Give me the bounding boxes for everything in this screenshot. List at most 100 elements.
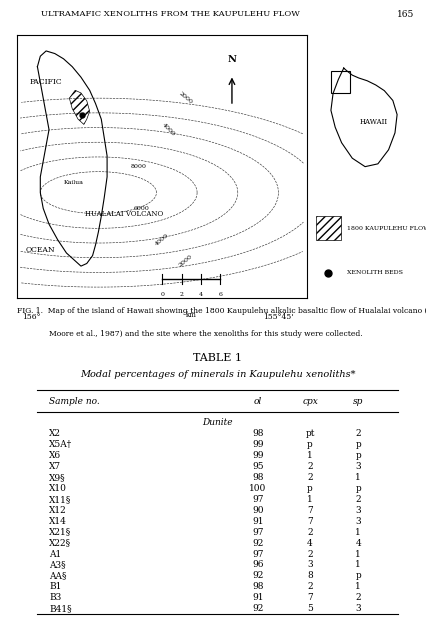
- Text: 1800 KAUPULEHU FLOW: 1800 KAUPULEHU FLOW: [346, 226, 426, 230]
- Text: 91: 91: [252, 516, 263, 525]
- Text: 91: 91: [252, 593, 263, 602]
- Text: 1: 1: [306, 451, 312, 460]
- Text: X22§: X22§: [49, 538, 71, 548]
- Text: 2: 2: [354, 593, 360, 602]
- Text: 2: 2: [354, 495, 360, 504]
- Text: X12: X12: [49, 506, 67, 515]
- Text: 97: 97: [252, 495, 263, 504]
- Text: 98: 98: [252, 473, 263, 482]
- Text: AA§: AA§: [49, 572, 66, 580]
- Text: XENOLITH BEDS: XENOLITH BEDS: [346, 270, 402, 275]
- Text: 4: 4: [199, 292, 202, 298]
- Text: X5A†: X5A†: [49, 440, 72, 449]
- Text: 5: 5: [306, 604, 312, 613]
- Text: 3: 3: [307, 561, 312, 570]
- Text: 2: 2: [307, 550, 312, 559]
- Text: 7: 7: [306, 506, 312, 515]
- Text: X6: X6: [49, 451, 61, 460]
- Text: 4: 4: [354, 538, 360, 548]
- Text: 99: 99: [252, 451, 263, 460]
- Text: 2000: 2000: [177, 91, 193, 105]
- Text: X7: X7: [49, 462, 61, 471]
- Text: cpx: cpx: [302, 397, 317, 406]
- Text: 2: 2: [307, 582, 312, 591]
- Text: 92: 92: [252, 538, 263, 548]
- Text: p: p: [354, 440, 360, 449]
- Text: X9§: X9§: [49, 473, 66, 482]
- Text: p: p: [354, 451, 360, 460]
- Text: X2: X2: [49, 429, 61, 438]
- Text: 1: 1: [354, 550, 360, 559]
- Text: 2: 2: [307, 527, 312, 536]
- Text: 95: 95: [251, 462, 263, 471]
- Text: 155°45': 155°45': [262, 314, 293, 321]
- Text: HAWAII: HAWAII: [359, 118, 387, 125]
- Text: 156°: 156°: [22, 314, 41, 321]
- Text: 2: 2: [307, 473, 312, 482]
- Text: Moore et al., 1987) and the site where the xenoliths for this study were collect: Moore et al., 1987) and the site where t…: [49, 330, 362, 338]
- Text: 6000: 6000: [134, 206, 150, 211]
- Text: 4000: 4000: [160, 122, 175, 137]
- Text: 1: 1: [354, 561, 360, 570]
- Text: 92: 92: [252, 572, 263, 580]
- Text: X11§: X11§: [49, 495, 72, 504]
- Text: p: p: [306, 484, 312, 493]
- Text: Kailua: Kailua: [63, 180, 83, 185]
- Text: FIG. 1.  Map of the island of Hawaii showing the 1800 Kaupulehu alkalic basaltic: FIG. 1. Map of the island of Hawaii show…: [17, 307, 426, 315]
- Text: 100: 100: [249, 484, 266, 493]
- Text: 3: 3: [354, 604, 360, 613]
- Text: 1: 1: [354, 527, 360, 536]
- Text: 90: 90: [252, 506, 263, 515]
- Text: 7: 7: [306, 593, 312, 602]
- Text: 4: 4: [306, 538, 312, 548]
- Text: 3: 3: [354, 506, 360, 515]
- Text: 2: 2: [354, 429, 360, 438]
- Text: p: p: [306, 440, 312, 449]
- Text: B3: B3: [49, 593, 61, 602]
- Text: 165: 165: [396, 10, 413, 19]
- Text: 97: 97: [252, 550, 263, 559]
- Text: Modal percentages of minerals in Kaupulehu xenoliths*: Modal percentages of minerals in Kaupule…: [80, 370, 355, 379]
- Text: 2: 2: [307, 462, 312, 471]
- Text: A1: A1: [49, 550, 61, 559]
- Text: 99: 99: [252, 440, 263, 449]
- Text: OCEAN: OCEAN: [26, 246, 55, 254]
- Text: 8000: 8000: [131, 164, 147, 169]
- Text: p: p: [354, 484, 360, 493]
- Text: 6: 6: [218, 292, 222, 298]
- Text: 96: 96: [252, 561, 263, 570]
- Text: X14: X14: [49, 516, 67, 525]
- Text: 8: 8: [306, 572, 312, 580]
- Text: X21§: X21§: [49, 527, 71, 536]
- Text: Dunite: Dunite: [202, 418, 233, 427]
- Text: 97: 97: [252, 527, 263, 536]
- Text: 0: 0: [160, 292, 164, 298]
- Text: N: N: [227, 55, 236, 64]
- Text: 92: 92: [252, 604, 263, 613]
- Text: Sample no.: Sample no.: [49, 397, 100, 406]
- Text: 7: 7: [306, 516, 312, 525]
- Text: B41§: B41§: [49, 604, 72, 613]
- Text: B1: B1: [49, 582, 61, 591]
- Text: A3§: A3§: [49, 561, 66, 570]
- Text: HUALALAI VOLCANO: HUALALAI VOLCANO: [85, 210, 163, 218]
- Text: PACIFIC: PACIFIC: [30, 79, 62, 86]
- Text: 98: 98: [252, 429, 263, 438]
- Text: 2000: 2000: [177, 254, 193, 268]
- Text: 19°45': 19°45': [313, 120, 336, 129]
- Text: TABLE 1: TABLE 1: [193, 353, 242, 363]
- Text: ol: ol: [253, 397, 262, 406]
- Text: sp: sp: [352, 397, 363, 406]
- Text: 3: 3: [354, 516, 360, 525]
- Text: ULTRAMAFIC XENOLITHS FROM THE KAUPULEHU FLOW: ULTRAMAFIC XENOLITHS FROM THE KAUPULEHU …: [41, 10, 299, 19]
- Text: 1: 1: [354, 582, 360, 591]
- Text: pt: pt: [305, 429, 314, 438]
- Text: 4000: 4000: [154, 233, 170, 247]
- Text: p: p: [354, 572, 360, 580]
- Text: 2: 2: [179, 292, 183, 298]
- Bar: [330, 71, 349, 93]
- Text: km: km: [185, 310, 196, 319]
- Text: 3: 3: [354, 462, 360, 471]
- Text: 1: 1: [306, 495, 312, 504]
- Text: X10: X10: [49, 484, 67, 493]
